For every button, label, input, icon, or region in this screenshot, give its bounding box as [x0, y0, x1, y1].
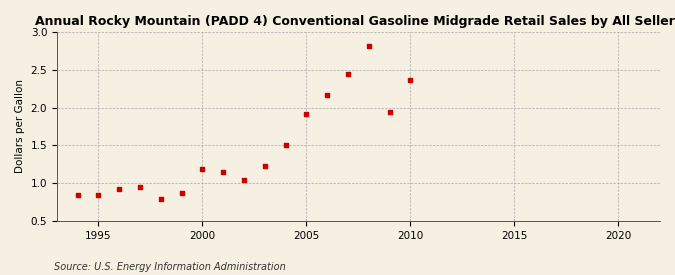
- Point: [176, 191, 187, 195]
- Point: [384, 110, 395, 114]
- Point: [155, 197, 166, 201]
- Point: [405, 78, 416, 82]
- Point: [218, 170, 229, 174]
- Point: [93, 192, 104, 197]
- Point: [135, 185, 146, 189]
- Point: [72, 193, 83, 197]
- Point: [363, 43, 374, 48]
- Point: [322, 92, 333, 97]
- Point: [114, 186, 125, 191]
- Point: [239, 178, 250, 182]
- Point: [301, 112, 312, 117]
- Text: Source: U.S. Energy Information Administration: Source: U.S. Energy Information Administ…: [54, 262, 286, 272]
- Title: Annual Rocky Mountain (PADD 4) Conventional Gasoline Midgrade Retail Sales by Al: Annual Rocky Mountain (PADD 4) Conventio…: [35, 15, 675, 28]
- Point: [259, 164, 270, 168]
- Point: [280, 143, 291, 148]
- Y-axis label: Dollars per Gallon: Dollars per Gallon: [15, 79, 25, 174]
- Point: [343, 72, 354, 76]
- Point: [197, 167, 208, 171]
